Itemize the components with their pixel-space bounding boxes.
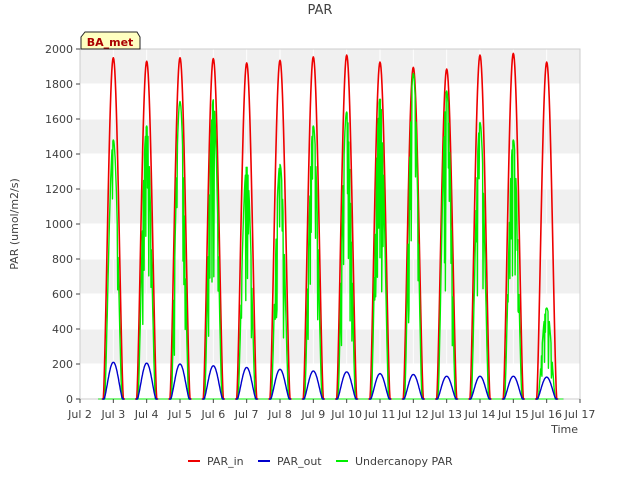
x-tick-label: Jul 9 <box>300 408 325 421</box>
y-tick-label: 1600 <box>45 113 73 126</box>
background-band <box>80 329 580 364</box>
background-band <box>80 49 580 84</box>
x-tick-label: Jul 14 <box>464 408 496 421</box>
x-axis-label: Time <box>550 423 578 436</box>
y-tick-label: 2000 <box>45 43 73 56</box>
x-tick-label: Jul 7 <box>234 408 259 421</box>
y-tick-label: 600 <box>52 288 73 301</box>
y-tick-label: 1800 <box>45 78 73 91</box>
site-badge: BA_met <box>80 31 141 50</box>
x-tick-label: Jul 17 <box>564 408 596 421</box>
legend-label: PAR_out <box>277 455 322 468</box>
x-tick-label: Jul 12 <box>397 408 429 421</box>
y-tick-label: 800 <box>52 253 73 266</box>
y-tick-label: 0 <box>66 393 73 406</box>
y-tick-label: 200 <box>52 358 73 371</box>
x-tick-label: Jul 11 <box>364 408 396 421</box>
x-tick-label: Jul 8 <box>267 408 292 421</box>
site-badge-label: BA_met <box>87 36 134 49</box>
background-band <box>80 259 580 294</box>
x-tick-label: Jul 13 <box>430 408 462 421</box>
series-line <box>102 361 558 400</box>
x-tick-label: Jul 2 <box>67 408 92 421</box>
background-band <box>80 189 580 224</box>
plot-background-bands <box>80 49 580 364</box>
y-axis-ticks: 0 200 400 600 800 1000 1200 1400 1600 1800 2000 <box>45 43 80 406</box>
y-tick-label: 1200 <box>45 183 73 196</box>
x-tick-label: Jul 3 <box>100 408 125 421</box>
legend-label: PAR_in <box>207 455 244 468</box>
x-axis-ticks: Jul 2 Jul 3 Jul 4 Jul 5 Jul 6 Jul 7 Jul 8 Jul 9… <box>67 399 595 421</box>
x-tick-label: Jul 4 <box>134 408 159 421</box>
y-tick-label: 400 <box>52 323 73 336</box>
series-line <box>101 52 559 400</box>
legend-label: Undercanopy PAR <box>355 455 453 468</box>
x-tick-label: Jul 15 <box>497 408 529 421</box>
x-tick-label: Jul 16 <box>530 408 562 421</box>
x-tick-label: Jul 10 <box>330 408 362 421</box>
background-band <box>80 119 580 154</box>
series-line <box>103 72 557 400</box>
legend: PAR_in PAR_out Undercanopy PAR <box>188 455 453 468</box>
y-tick-label: 1000 <box>45 218 73 231</box>
series-lines <box>98 52 564 400</box>
chart-title: PAR <box>308 3 333 18</box>
y-tick-label: 1400 <box>45 148 73 161</box>
x-tick-label: Jul 6 <box>200 408 225 421</box>
x-tick-label: Jul 5 <box>167 408 192 421</box>
y-axis-label: PAR (umol/m2/s) <box>8 178 21 270</box>
